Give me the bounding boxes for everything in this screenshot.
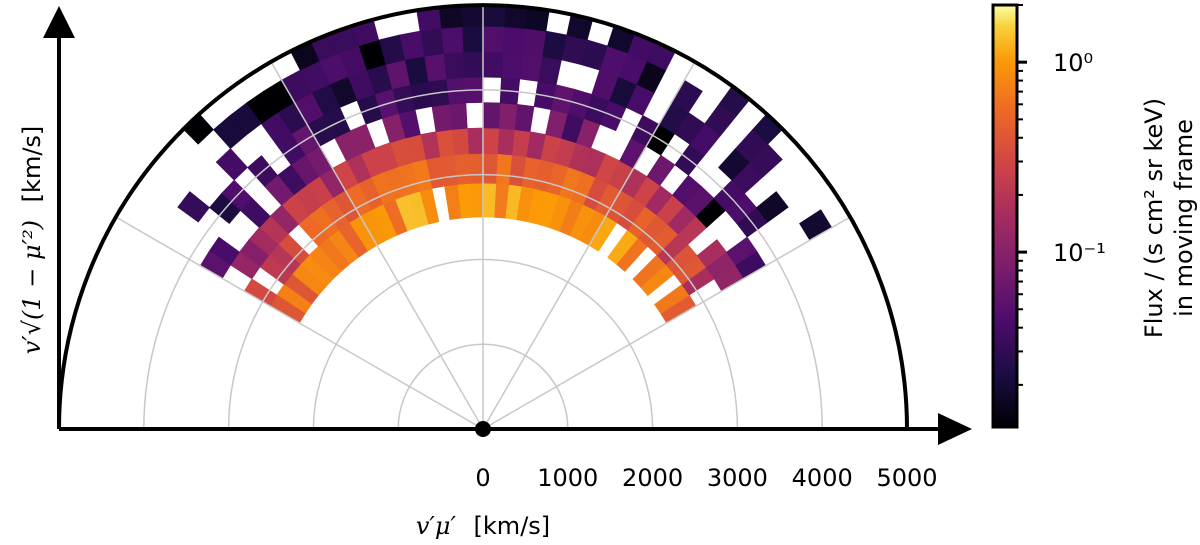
heatmap-cell: [501, 51, 523, 80]
heatmap-cell: [482, 51, 504, 78]
origin-marker: [475, 421, 491, 437]
heatmap-cell: [460, 4, 484, 28]
heatmap-cell: [462, 51, 484, 78]
heatmap-cell: [514, 103, 535, 133]
heatmap-cell: [482, 4, 506, 28]
heatmap-cell: [482, 25, 505, 53]
x-tick-label: 1000: [537, 464, 598, 492]
heatmap-cell: [182, 113, 214, 145]
heatmap-cell: [482, 127, 500, 155]
heatmap-cell: [482, 182, 497, 218]
heatmap-cell: [469, 182, 484, 218]
y-axis-label: v′√(1 − μ′²) [km/s]: [18, 126, 46, 355]
heatmap-cell: [431, 103, 452, 133]
colorbar-tick-label: 10⁻¹: [1053, 239, 1106, 267]
heatmap-cell: [451, 128, 469, 156]
heatmap-cell: [502, 26, 526, 55]
heatmap-cell: [440, 26, 464, 55]
x-axis-label-math: v′μ′: [416, 512, 457, 540]
heatmap-cell: [756, 191, 789, 223]
colorbar-label: Flux / (s cm² sr keV): [1140, 98, 1168, 338]
colorbar-ticks: 10⁰ 10⁻¹: [1017, 4, 1106, 386]
x-axis-label-unit: [km/s]: [474, 512, 551, 540]
heatmap-cell: [177, 191, 210, 223]
y-axis-label-unit: [km/s]: [18, 126, 46, 203]
heatmap-cell: [519, 53, 543, 82]
grid-spoke: [270, 61, 484, 430]
grid-spoke: [115, 216, 484, 430]
colorbar-label-2: in moving frame: [1170, 119, 1198, 317]
colorbar-tick-label: 10⁰: [1053, 49, 1093, 77]
x-tick-labels: 0 1000 2000 3000 4000 5000: [475, 464, 937, 492]
heatmap-cell: [482, 153, 498, 184]
heatmap-cell: [243, 278, 278, 307]
heatmap-cell: [215, 148, 248, 181]
colorbar-label-line1: Flux / (s cm² sr keV): [1140, 98, 1168, 338]
colorbar: [991, 3, 1019, 429]
heatmap-cell: [495, 153, 513, 185]
x-tick-label: 2000: [622, 464, 683, 492]
heatmap-cell: [443, 51, 465, 80]
outer-boundary-arc: [57, 3, 909, 430]
x-tick-label: 4000: [792, 464, 853, 492]
heatmap-cell: [468, 153, 484, 184]
x-tick-label: 0: [475, 464, 490, 492]
heatmap-cell: [497, 128, 515, 156]
grid-spoke: [482, 61, 696, 430]
grid-spoke: [482, 216, 851, 430]
heatmap-cell: [522, 28, 547, 57]
heatmap-cell: [799, 209, 833, 241]
polar-grid: [115, 5, 851, 430]
heatmap-cell: [466, 127, 484, 155]
colorbar-label-line2: in moving frame: [1170, 119, 1198, 317]
y-axis-label-math: v′√(1 − μ′²): [18, 220, 46, 354]
heatmap-cell: [461, 25, 484, 53]
heatmap-cells: [177, 4, 833, 324]
x-axis-arrow-icon: [938, 413, 972, 445]
y-axis-arrow-icon: [43, 6, 75, 38]
heatmap-cell: [696, 239, 727, 268]
heatmap-cell: [448, 102, 468, 130]
heatmap-cell: [482, 102, 501, 129]
x-tick-label: 5000: [876, 464, 937, 492]
heatmap-cell: [498, 102, 518, 130]
x-tick-label: 3000: [707, 464, 768, 492]
x-axis-label: v′μ′ [km/s]: [416, 512, 550, 540]
